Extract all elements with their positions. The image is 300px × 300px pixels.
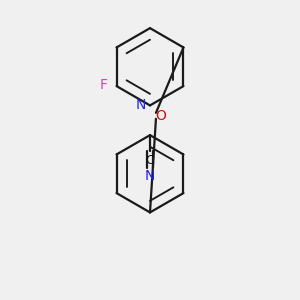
Text: C: C <box>146 154 154 167</box>
Text: O: O <box>155 109 166 123</box>
Text: F: F <box>99 78 107 92</box>
Text: N: N <box>135 98 146 112</box>
Text: N: N <box>145 169 155 183</box>
